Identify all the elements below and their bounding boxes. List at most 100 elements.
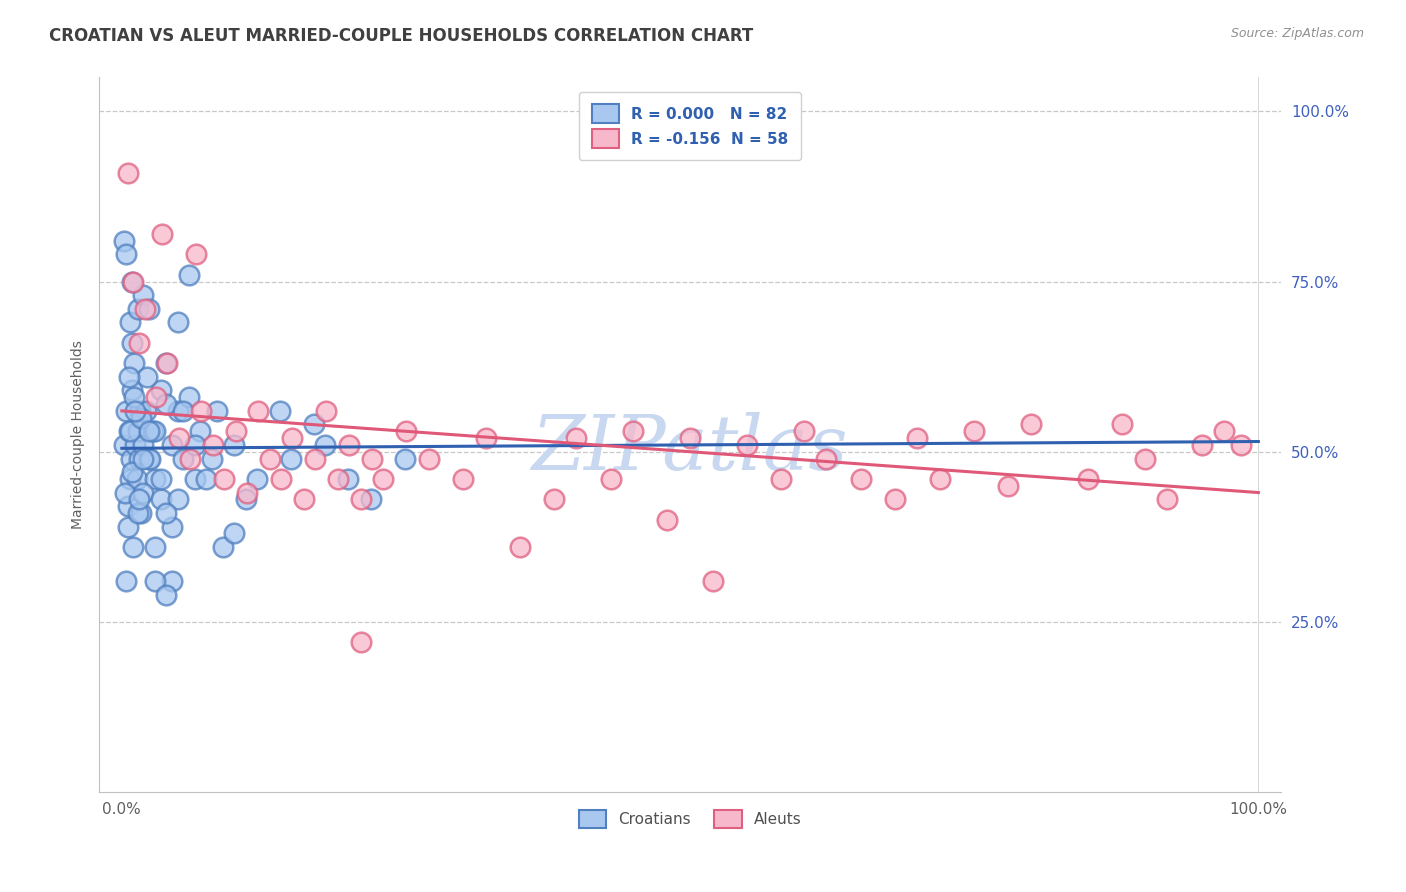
- Point: [349, 492, 371, 507]
- Point: [124, 390, 146, 404]
- Point: [235, 492, 257, 507]
- Point: [177, 268, 200, 282]
- Point: [128, 492, 150, 507]
- Point: [160, 438, 183, 452]
- Point: [121, 335, 143, 350]
- Point: [184, 247, 207, 261]
- Point: [127, 425, 149, 439]
- Point: [121, 465, 143, 479]
- Point: [138, 451, 160, 466]
- Point: [129, 404, 152, 418]
- Point: [127, 506, 149, 520]
- Point: [1019, 417, 1042, 432]
- Point: [451, 472, 474, 486]
- Point: [1230, 438, 1253, 452]
- Point: [179, 451, 201, 466]
- Text: CROATIAN VS ALEUT MARRIED-COUPLE HOUSEHOLDS CORRELATION CHART: CROATIAN VS ALEUT MARRIED-COUPLE HOUSEHO…: [49, 27, 754, 45]
- Legend: Croatians, Aleuts: Croatians, Aleuts: [572, 804, 807, 834]
- Point: [770, 472, 793, 486]
- Point: [115, 574, 138, 588]
- Point: [115, 404, 138, 418]
- Point: [129, 410, 152, 425]
- Point: [167, 431, 190, 445]
- Point: [212, 472, 235, 486]
- Point: [118, 425, 141, 439]
- Point: [115, 247, 138, 261]
- Point: [122, 540, 145, 554]
- Point: [172, 404, 194, 418]
- Point: [314, 438, 336, 452]
- Point: [143, 472, 166, 486]
- Point: [201, 438, 224, 452]
- Point: [280, 451, 302, 466]
- Point: [224, 438, 246, 452]
- Point: [138, 425, 160, 439]
- Point: [150, 227, 173, 241]
- Point: [160, 519, 183, 533]
- Point: [304, 451, 326, 466]
- Point: [135, 369, 157, 384]
- Point: [929, 472, 952, 486]
- Point: [120, 451, 142, 466]
- Text: Source: ZipAtlas.com: Source: ZipAtlas.com: [1230, 27, 1364, 40]
- Point: [156, 356, 179, 370]
- Point: [269, 404, 291, 418]
- Point: [132, 485, 155, 500]
- Point: [190, 404, 212, 418]
- Point: [143, 540, 166, 554]
- Point: [907, 431, 929, 445]
- Point: [395, 425, 418, 439]
- Point: [149, 472, 172, 486]
- Point: [117, 499, 139, 513]
- Point: [225, 425, 247, 439]
- Y-axis label: Married-couple Households: Married-couple Households: [72, 340, 86, 529]
- Point: [849, 472, 872, 486]
- Point: [132, 288, 155, 302]
- Point: [360, 492, 382, 507]
- Point: [132, 451, 155, 466]
- Point: [132, 438, 155, 452]
- Point: [236, 485, 259, 500]
- Point: [815, 451, 838, 466]
- Point: [281, 431, 304, 445]
- Point: [207, 404, 229, 418]
- Point: [337, 438, 360, 452]
- Point: [117, 519, 139, 533]
- Point: [155, 588, 177, 602]
- Point: [259, 451, 281, 466]
- Point: [212, 540, 235, 554]
- Point: [735, 438, 758, 452]
- Point: [127, 301, 149, 316]
- Point: [166, 315, 188, 329]
- Point: [118, 369, 141, 384]
- Point: [702, 574, 724, 588]
- Point: [183, 472, 205, 486]
- Point: [172, 451, 194, 466]
- Point: [124, 438, 146, 452]
- Point: [183, 438, 205, 452]
- Point: [247, 404, 270, 418]
- Point: [292, 492, 315, 507]
- Point: [1077, 472, 1099, 486]
- Point: [125, 472, 148, 486]
- Point: [121, 275, 143, 289]
- Point: [114, 485, 136, 500]
- Point: [141, 425, 163, 439]
- Point: [149, 492, 172, 507]
- Point: [270, 472, 292, 486]
- Point: [129, 506, 152, 520]
- Point: [166, 492, 188, 507]
- Point: [128, 451, 150, 466]
- Point: [657, 513, 679, 527]
- Point: [997, 479, 1019, 493]
- Point: [621, 425, 644, 439]
- Point: [963, 425, 986, 439]
- Point: [337, 472, 360, 486]
- Point: [138, 301, 160, 316]
- Point: [145, 390, 167, 404]
- Point: [155, 506, 177, 520]
- Point: [122, 275, 145, 289]
- Text: ZIPatlas: ZIPatlas: [531, 412, 848, 486]
- Point: [135, 404, 157, 418]
- Point: [565, 431, 588, 445]
